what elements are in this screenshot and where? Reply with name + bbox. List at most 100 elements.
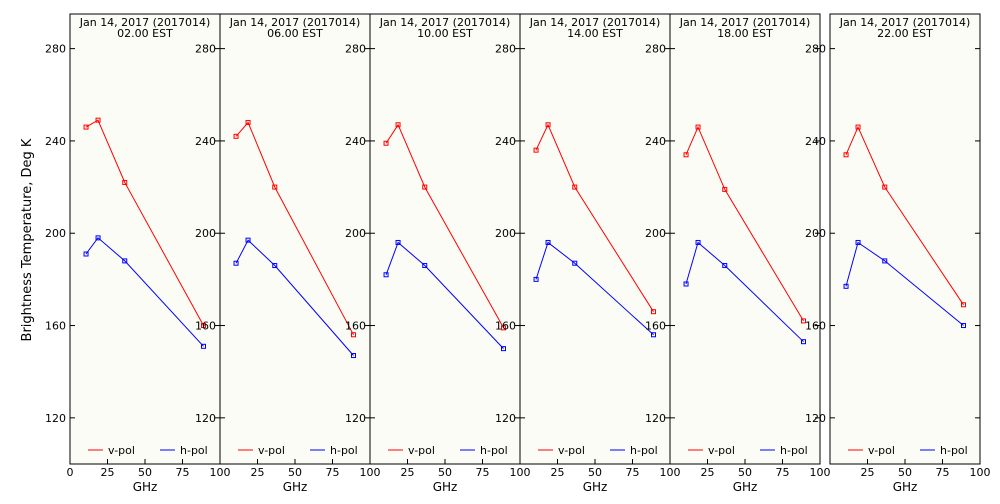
panel-time-label: 10.00 EST — [417, 27, 473, 40]
x-tick-label: 100 — [970, 466, 991, 479]
series-line-h-pol — [535, 241, 654, 336]
legend-label: h-pol — [780, 444, 808, 457]
panel-title: Jan 14, 2017 (2017014) — [839, 16, 971, 29]
data-point-v-pol — [801, 318, 806, 324]
data-point-h-pol — [383, 272, 389, 278]
x-tick-label: 50 — [898, 466, 912, 479]
panel-time-label: 22.00 EST — [877, 27, 933, 40]
x-tick-label: 50 — [738, 466, 752, 479]
data-point-h-pol — [95, 235, 101, 241]
data-point-v-pol — [882, 184, 888, 190]
x-tick-label: 100 — [360, 466, 381, 479]
y-tick-label: 120 — [345, 412, 366, 425]
x-tick-label: 50 — [138, 466, 152, 479]
data-point-v-pol — [245, 119, 251, 125]
data-point-v-pol — [695, 124, 701, 130]
x-tick-label: 25 — [401, 466, 415, 479]
panel-frame — [219, 13, 371, 465]
panel-frame — [829, 13, 981, 465]
y-tick-label: 200 — [45, 227, 66, 240]
data-point-h-pol — [683, 281, 689, 287]
data-point-v-pol — [201, 323, 206, 329]
legend-label: v-pol — [708, 444, 735, 457]
panel-2: Jan 14, 2017 (2017014)06.00 EST 120 160 200… — [195, 13, 381, 494]
x-tick-label: 50 — [288, 466, 302, 479]
x-tick-label: 100 — [510, 466, 531, 479]
panel-frame — [669, 13, 821, 465]
data-point-h-pol — [351, 353, 356, 359]
data-point-h-pol — [122, 258, 128, 264]
series-line-v-pol — [85, 119, 204, 326]
legend-label: v-pol — [558, 444, 585, 457]
y-tick-label: 120 — [195, 412, 216, 425]
series-line-v-pol — [535, 123, 654, 312]
x-tick-label: 100 — [660, 466, 681, 479]
data-point-h-pol — [801, 339, 806, 345]
data-point-v-pol — [855, 124, 861, 130]
y-tick-label: 120 — [805, 412, 826, 425]
panel-title: Jan 14, 2017 (2017014) — [379, 16, 511, 29]
data-point-v-pol — [572, 184, 578, 190]
data-point-v-pol — [651, 309, 656, 315]
x-tick-label: 25 — [551, 466, 565, 479]
data-point-h-pol — [651, 332, 656, 338]
x-tick-label: 75 — [476, 466, 490, 479]
series-line-v-pol — [845, 125, 964, 306]
panel-title: Jan 14, 2017 (2017014) — [529, 16, 661, 29]
panel-time-label: 02.00 EST — [117, 27, 173, 40]
panel-frame — [69, 13, 221, 465]
data-point-h-pol — [882, 258, 888, 264]
panel-1: Jan 14, 2017 (2017014)02.00 EST 120 160 200… — [45, 13, 231, 494]
y-tick-label: 240 — [645, 135, 666, 148]
data-point-h-pol — [201, 343, 206, 349]
x-axis-label: GHz — [283, 480, 308, 494]
data-point-h-pol — [245, 237, 251, 243]
x-tick-label: 100 — [210, 466, 231, 479]
data-point-h-pol — [843, 283, 849, 289]
panel-3: Jan 14, 2017 (2017014)10.00 EST 120 160 200… — [345, 13, 531, 494]
x-tick-label: 25 — [101, 466, 115, 479]
panel-time-label: 14.00 EST — [567, 27, 623, 40]
x-axis-label: GHz — [433, 480, 458, 494]
data-point-h-pol — [961, 323, 966, 329]
y-tick-label: 280 — [345, 43, 366, 56]
y-tick-label: 280 — [45, 43, 66, 56]
y-tick-label: 160 — [495, 320, 516, 333]
y-tick-label: 200 — [495, 227, 516, 240]
y-tick-label: 160 — [345, 320, 366, 333]
x-axis-label: GHz — [133, 480, 158, 494]
x-tick-label: 25 — [251, 466, 265, 479]
series-line-h-pol — [845, 241, 964, 326]
x-tick-label: 75 — [326, 466, 340, 479]
y-tick-label: 200 — [645, 227, 666, 240]
panel-frame — [519, 13, 671, 465]
data-point-h-pol — [855, 239, 861, 245]
y-tick-label: 240 — [45, 135, 66, 148]
data-point-v-pol — [422, 184, 428, 190]
data-point-h-pol — [533, 276, 539, 282]
data-point-h-pol — [83, 251, 89, 257]
data-point-h-pol — [272, 263, 278, 269]
x-tick-label: 25 — [701, 466, 715, 479]
y-tick-label: 280 — [495, 43, 516, 56]
data-point-h-pol — [233, 260, 239, 266]
data-point-v-pol — [122, 179, 128, 185]
y-tick-label: 200 — [195, 227, 216, 240]
x-tick-label: 100 — [810, 466, 831, 479]
data-point-v-pol — [683, 152, 689, 158]
x-axis-label: GHz — [583, 480, 608, 494]
data-point-v-pol — [501, 325, 506, 331]
panel-title: Jan 14, 2017 (2017014) — [229, 16, 361, 29]
series-line-v-pol — [385, 123, 504, 329]
legend-label: v-pol — [408, 444, 435, 457]
data-point-h-pol — [572, 260, 578, 266]
series-line-h-pol — [385, 241, 504, 349]
y-tick-label: 240 — [195, 135, 216, 148]
legend-label: h-pol — [480, 444, 508, 457]
y-axis-label: Brightness Temperature, Deg K — [20, 138, 35, 341]
y-tick-label: 240 — [805, 135, 826, 148]
x-tick-label: 50 — [438, 466, 452, 479]
y-tick-label: 120 — [495, 412, 516, 425]
